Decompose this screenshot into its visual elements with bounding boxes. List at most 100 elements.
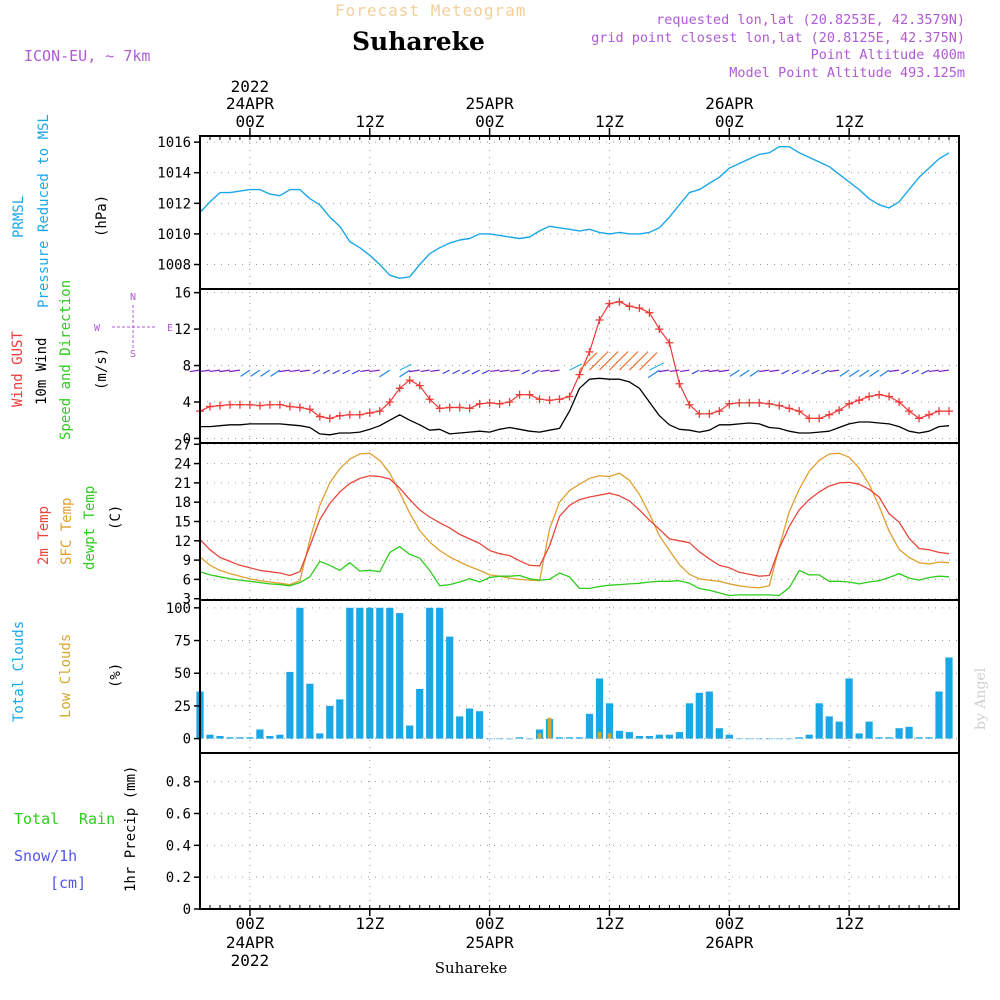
total-cloud-bar (366, 607, 374, 739)
clouds-ytick-label: 75 (174, 634, 191, 650)
wind-direction-arrow (869, 369, 880, 377)
gust-marker (545, 396, 554, 405)
wind-direction-arrow (510, 369, 520, 373)
total-cloud-bar (376, 607, 384, 739)
wind-direction-arrow (938, 369, 950, 373)
bottom-hour-label: 12Z (355, 914, 384, 933)
wind-direction-arrow (658, 369, 670, 373)
wind-direction-arrow (569, 363, 583, 371)
t2m-line (199, 475, 950, 577)
top-hour-label: 12Z (355, 112, 384, 131)
wind-direction-arrow (901, 369, 910, 375)
wind-direction-arrow (649, 362, 665, 371)
gust-marker (305, 405, 314, 414)
wind-direction-arrow (289, 369, 300, 373)
gust-marker (205, 402, 214, 411)
gust-marker (555, 395, 564, 404)
wind-direction-arrow (240, 369, 251, 377)
gust-marker (735, 398, 744, 407)
gust-marker (635, 304, 644, 313)
gust-marker (365, 408, 374, 417)
total-cloud-bar (645, 736, 653, 739)
gust-marker (565, 392, 574, 401)
footer-station: Suhareke (435, 959, 508, 977)
total-cloud-bar (496, 738, 504, 740)
requested-coords: requested lon,lat (20.8253E, 42.3579N) (656, 12, 965, 28)
total-cloud-bar (346, 607, 354, 739)
wind-direction-arrow (680, 369, 690, 373)
total-cloud-bar (316, 733, 324, 739)
wind-direction-arrow (829, 369, 840, 373)
total-cloud-bar (386, 607, 394, 739)
pressure-label-long: Pressure Reduced to MSL (36, 114, 52, 308)
wind-direction-arrow (609, 351, 629, 371)
wind-direction-arrow (781, 369, 790, 375)
total-cloud-bar (426, 607, 434, 739)
bottom-hour-label: 12Z (835, 914, 864, 933)
wind-speed-line (200, 377, 950, 436)
total-cloud-bar (915, 737, 923, 739)
compass-e: E (167, 323, 173, 334)
wind-direction-arrow (729, 369, 740, 377)
precip-ytick-label: 0 (183, 902, 191, 918)
temp-ytick-label: 24 (174, 457, 191, 473)
wind-direction-arrow (260, 369, 271, 377)
wind-direction-arrow (599, 351, 619, 371)
snow-unit-label: [cm] (50, 874, 86, 892)
wind-direction-arrow (199, 369, 211, 373)
gust-marker (325, 414, 334, 423)
gust-marker (665, 338, 674, 347)
total-cloud-bar (406, 725, 414, 739)
gust-marker (865, 392, 874, 401)
compass-w: W (94, 323, 101, 334)
total-cloud-bar (675, 732, 683, 739)
total-cloud-bar (565, 737, 574, 739)
clouds-ytick-label: 0 (183, 732, 191, 748)
wind-direction-arrow (408, 369, 420, 373)
rain-label: Rain (79, 810, 115, 828)
temp-ytick-label: 27 (174, 437, 191, 453)
total-cloud-bar (785, 738, 793, 740)
wind-direction-arrow (270, 369, 281, 377)
gust-marker (395, 384, 404, 393)
gust-marker (345, 410, 354, 419)
total-cloud-bar (276, 734, 284, 739)
wind-direction-arrow (379, 369, 391, 378)
total-cloud-bar (925, 737, 933, 739)
wind-ytick-label: 8 (183, 359, 191, 375)
total-cloud-bar (635, 736, 643, 739)
total-cloud-bar (835, 721, 843, 739)
gust-marker (825, 410, 834, 419)
gust-marker (845, 399, 854, 408)
total-cloud-bar (735, 738, 743, 740)
wind-direction-arrow (549, 369, 560, 373)
snow-label: Snow/1h (14, 847, 77, 865)
gust-marker (675, 379, 684, 388)
precip-ytick-label: 0.6 (166, 806, 191, 822)
top-date-label: 24APR (226, 94, 275, 113)
model-altitude: Model Point Altitude 493.125m (729, 65, 965, 81)
total-cloud-bar (516, 737, 524, 739)
total-cloud-bar (466, 708, 474, 739)
gust-marker (595, 315, 604, 324)
total-cloud-bar (595, 678, 604, 739)
gust-marker (905, 407, 914, 416)
total-cloud-bar (815, 703, 823, 739)
wind-direction-arrow (332, 369, 341, 375)
total-cloud-bar (446, 636, 454, 739)
temp-ytick-label: 3 (183, 592, 191, 608)
wind-direction-arrow (490, 369, 500, 373)
total-cloud-bar (845, 678, 853, 739)
gust-marker (945, 407, 954, 416)
total-cloud-bar (326, 705, 334, 739)
gust-marker (435, 404, 444, 413)
top-hour-label: 00Z (715, 112, 744, 131)
t2m-label: 2m Temp (36, 506, 52, 565)
pressure-ytick-label: 1010 (157, 227, 191, 243)
gust-marker (685, 400, 694, 409)
total-cloud-bar (685, 703, 693, 739)
wind-direction-arrow (352, 369, 361, 375)
total-cloud-bar (416, 688, 424, 739)
gust-marker (815, 414, 824, 423)
temp-ytick-label: 6 (183, 572, 191, 588)
